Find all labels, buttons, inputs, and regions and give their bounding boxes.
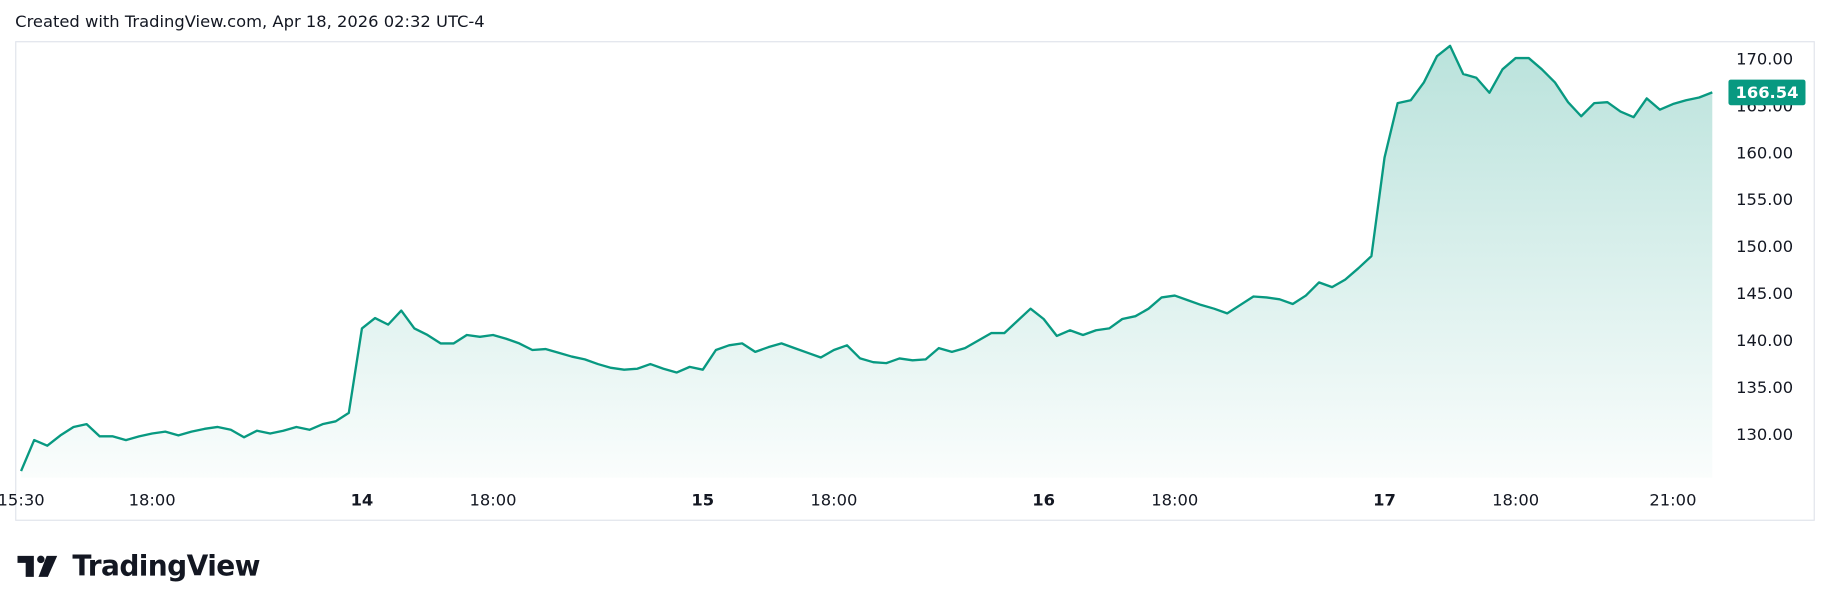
y-tick-label: 135.00 — [1736, 378, 1793, 397]
y-tick-label: 160.00 — [1736, 143, 1793, 162]
y-tick-label: 170.00 — [1736, 49, 1793, 68]
area-fill — [21, 45, 1713, 478]
x-tick-label: 16 — [1032, 490, 1055, 509]
y-tick-label: 130.00 — [1736, 425, 1793, 444]
x-tick-label: 21:00 — [1649, 490, 1696, 509]
x-tick-label: 15 — [691, 490, 714, 509]
x-tick-label: 18:00 — [810, 490, 857, 509]
x-tick-label: 18:00 — [1151, 490, 1198, 509]
chart-frame — [15, 41, 1815, 521]
x-tick-label: 18:00 — [1492, 490, 1539, 509]
logo-mark — [37, 555, 45, 564]
x-tick-label: 15:30 — [0, 490, 45, 509]
x-tick-label: 14 — [351, 490, 374, 509]
logo-mark — [38, 555, 58, 577]
logo-text: TradingView — [72, 550, 260, 583]
logo: TradingView — [17, 550, 261, 583]
y-tick-label: 155.00 — [1736, 190, 1793, 209]
y-tick-label: 150.00 — [1736, 237, 1793, 256]
header-text: Created with TradingView.com, Apr 18, 20… — [15, 12, 484, 31]
last-price-label: 166.54 — [1735, 83, 1798, 102]
x-tick-label: 17 — [1373, 490, 1396, 509]
x-tick-label: 18:00 — [470, 490, 517, 509]
y-tick-label: 145.00 — [1736, 284, 1793, 303]
y-tick-label: 140.00 — [1736, 331, 1793, 350]
x-tick-label: 18:00 — [129, 490, 176, 509]
last-price-badge — [1728, 79, 1806, 106]
plot-area: 130.00 135.00 140.00 145.00 150.00 155.00 160.… — [0, 44, 1806, 509]
price-line — [19, 44, 1713, 472]
logo-mark — [17, 555, 34, 577]
